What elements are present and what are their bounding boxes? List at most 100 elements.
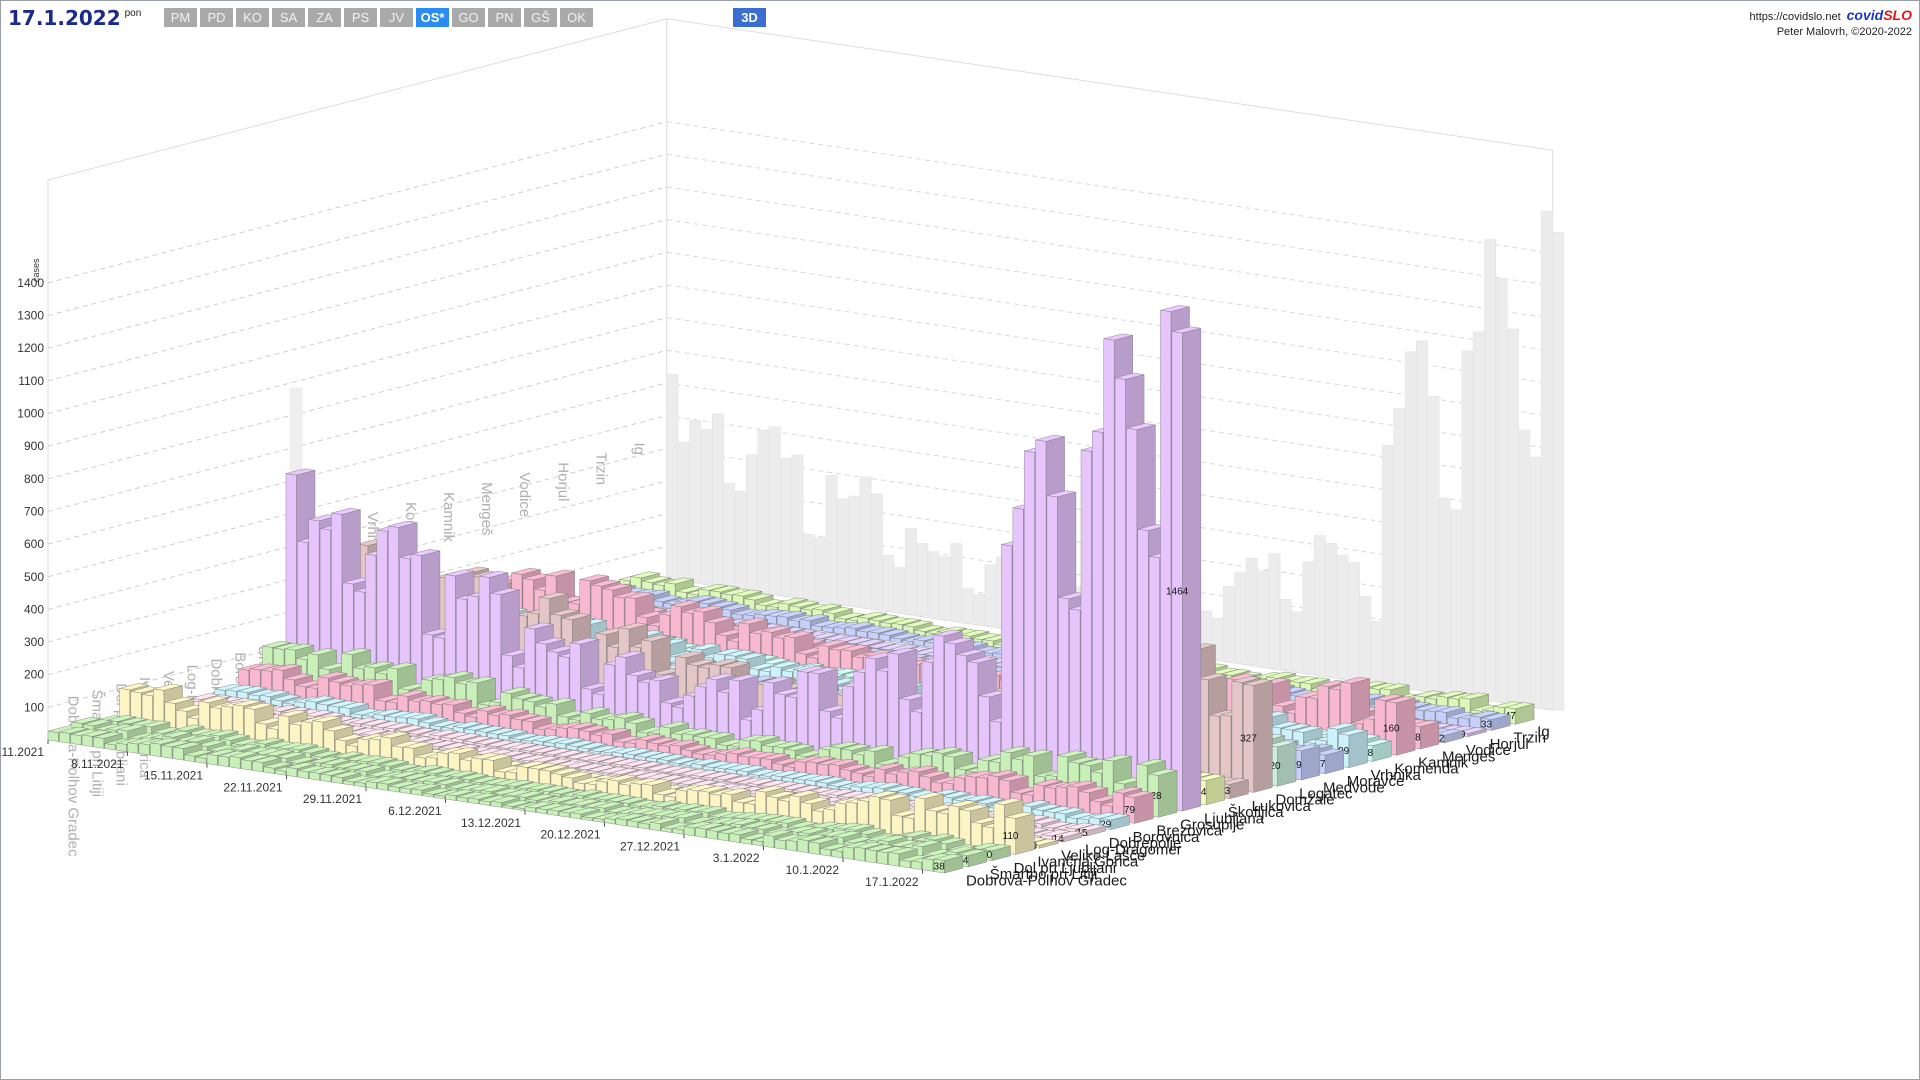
y-tick-label: 700 <box>24 504 44 518</box>
region-button-6[interactable]: JV <box>380 8 413 27</box>
ghost-bar <box>757 430 770 593</box>
y-tick-label: 500 <box>24 570 44 584</box>
ghost-bar <box>1416 340 1428 691</box>
x-tick-label: 1.11.2021 <box>0 745 44 759</box>
ghost-row-label: Mengeš <box>478 482 495 535</box>
last-value-label: 89 <box>1291 760 1303 771</box>
ghost-bar <box>984 564 997 627</box>
ghost-bar <box>848 495 861 607</box>
bar <box>1481 713 1511 731</box>
grid-line-left <box>47 349 667 512</box>
ghost-bar <box>1382 445 1394 686</box>
y-tick-label: 300 <box>24 635 44 649</box>
last-value-label: 57 <box>1314 759 1326 770</box>
ghost-bar <box>1529 456 1542 708</box>
ghost-bar <box>1313 535 1326 676</box>
ghost-bar <box>814 537 827 601</box>
last-value-label: 9 <box>1460 730 1466 741</box>
ghost-bar <box>677 441 690 581</box>
y-tick-label: 1300 <box>17 309 44 323</box>
ghost-bar <box>1427 396 1440 692</box>
grid-line-left <box>47 382 667 545</box>
region-button-3[interactable]: SA <box>272 8 305 27</box>
ghost-bar <box>1541 210 1553 709</box>
ghost-bar <box>1223 586 1235 662</box>
region-button-11[interactable]: OK <box>560 8 593 27</box>
ghost-bar <box>711 413 724 586</box>
ghost-row-label: Kamnik <box>440 492 457 543</box>
region-button-0[interactable]: PM <box>164 8 197 27</box>
x-tick-label: 29.11.2021 <box>303 792 362 806</box>
y-axis: 100 200 300 400 500 600 700 800 900 1000 1100 1200 1… <box>17 276 44 714</box>
y-tick-label: 1200 <box>17 341 44 355</box>
day-of-week: pon <box>124 8 142 19</box>
grid-line-left <box>47 284 667 447</box>
region-button-2[interactable]: KO <box>236 8 269 27</box>
ghost-bar <box>916 543 929 617</box>
bars: 4733922681604899578912032743741464128792… <box>47 305 1535 874</box>
bar <box>1171 326 1202 812</box>
ghost-bar <box>927 551 940 618</box>
x-tick-label: 20.12.2021 <box>540 828 600 842</box>
ghost-bar <box>780 457 792 596</box>
ghost-bar <box>666 374 679 580</box>
last-value-label: 22 <box>1433 734 1445 745</box>
x-tick-label: 17.1.2022 <box>865 875 919 889</box>
ghost-bar <box>1325 543 1338 677</box>
ghost-bar <box>1257 570 1269 667</box>
region-button-9[interactable]: PN <box>488 8 521 27</box>
y-tick-label: 800 <box>24 472 44 486</box>
ghost-bar <box>791 454 804 598</box>
x-tick-label: 27.12.2021 <box>620 839 680 853</box>
last-value-label: 110 <box>1003 831 1019 842</box>
ghost-row-label: Trzin <box>592 452 609 485</box>
ghost-bar <box>836 498 849 605</box>
brand-logo[interactable]: covidSLO <box>1846 7 1912 23</box>
ghost-bar <box>1472 331 1485 699</box>
last-value-label: 47 <box>1505 711 1517 722</box>
ghost-bar <box>973 594 986 625</box>
last-value-label: 38 <box>934 861 946 872</box>
ghost-bar <box>893 567 906 613</box>
ghost-bar <box>1552 232 1565 711</box>
last-value-label: 68 <box>1410 732 1422 743</box>
region-button-10[interactable]: GŠ <box>524 8 557 27</box>
ghost-bar <box>1518 429 1531 706</box>
ghost-bar <box>1336 554 1349 679</box>
ghost-bar <box>1279 599 1292 671</box>
ghost-bar <box>1268 553 1281 669</box>
x-tick-label: 15.11.2021 <box>144 769 203 783</box>
ghost-bar <box>825 475 838 603</box>
ghost-bar <box>882 555 895 612</box>
ghost-bar <box>1484 239 1497 701</box>
y-tick-label: 200 <box>24 668 44 682</box>
last-value-label: 79 <box>1124 805 1136 816</box>
region-button-4[interactable]: ZA <box>308 8 341 27</box>
site-url[interactable]: https://covidslo.net <box>1749 11 1841 23</box>
region-button-8[interactable]: GO <box>452 8 485 27</box>
ghost-bar <box>1506 328 1519 704</box>
ghost-row-label: Vodice <box>516 472 533 517</box>
ghost-bar <box>1438 497 1451 694</box>
ghost-bar <box>1234 571 1247 664</box>
ghost-bar <box>689 419 702 583</box>
y-tick-label: 1000 <box>17 407 44 421</box>
date-display: 17.1.2022 pon <box>8 6 141 30</box>
y-tick-label: 600 <box>24 537 44 551</box>
ghost-bar <box>734 491 747 590</box>
region-button-1[interactable]: PD <box>200 8 233 27</box>
ghost-bar <box>1393 408 1406 687</box>
ghost-bar <box>1450 509 1463 696</box>
region-button-7[interactable]: OS* <box>416 8 449 27</box>
ghost-bar <box>961 588 974 623</box>
credit-text: Peter Malovrh, ©2020-2022 <box>1776 26 1912 38</box>
grid-line-left <box>47 219 667 382</box>
region-button-5[interactable]: PS <box>344 8 377 27</box>
grid-line-left <box>47 186 667 349</box>
last-value-label: 1464 <box>1166 586 1189 597</box>
3d-toggle-button[interactable]: 3D <box>733 8 766 27</box>
ghost-bar <box>950 543 963 622</box>
ghost-bar <box>768 426 781 595</box>
last-value-label: 99 <box>1338 746 1350 757</box>
